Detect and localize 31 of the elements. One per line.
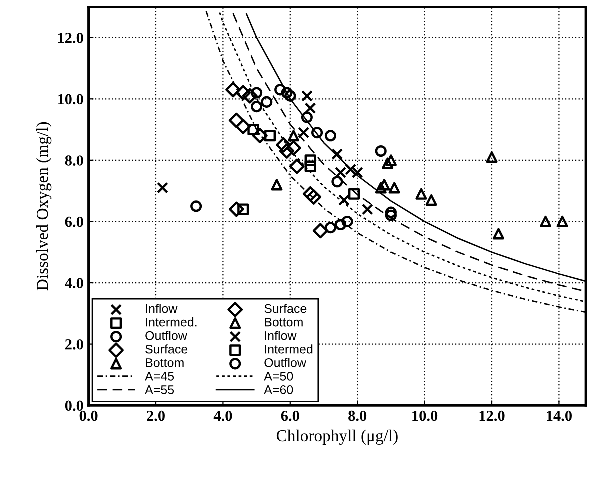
x-tick-label: 10.0 (412, 410, 438, 422)
x-axis-title: Chlorophyll (μg/l) (276, 430, 398, 446)
legend-label: Surface (146, 344, 188, 354)
y-tick-label: 4.0 (65, 278, 84, 289)
x-tick-label: 12.0 (480, 410, 505, 422)
legend-label: Outflow (264, 358, 307, 368)
x-tick-label: 4.0 (214, 410, 232, 422)
legend-label: Intermed. (146, 318, 197, 327)
y-tick-label: 2.0 (65, 339, 84, 350)
legend-label: Bottom (265, 318, 303, 327)
x-tick-label: 6.0 (281, 410, 300, 422)
legend-label: A=60 (264, 386, 294, 394)
x-tick-label: 2.0 (147, 410, 165, 422)
legend-label: Inflow (265, 331, 297, 340)
legend-label: A=45 (145, 372, 174, 381)
legend-label: Intermed (265, 344, 313, 354)
legend-label: A=50 (264, 372, 294, 381)
legend-label: Surface (264, 304, 307, 314)
x-tick-label: 8.0 (348, 410, 367, 422)
legend-label: A=55 (145, 386, 174, 394)
y-tick-label: 6.0 (65, 216, 84, 228)
y-tick-label: 8.0 (65, 156, 84, 166)
y-tick-label: 12.0 (58, 32, 84, 44)
y-tick-label: 10.0 (58, 94, 84, 105)
legend-label: Outflow (146, 331, 188, 340)
legend-label: Inflow (146, 304, 178, 314)
x-tick-label: 0.0 (80, 410, 98, 422)
x-tick-label: 14.0 (547, 410, 572, 422)
y-tick-label: 0.0 (65, 400, 84, 412)
legend-label: Bottom (146, 358, 184, 368)
y-axis-title: Dissolved Oxygen (mg/l) (36, 122, 52, 291)
